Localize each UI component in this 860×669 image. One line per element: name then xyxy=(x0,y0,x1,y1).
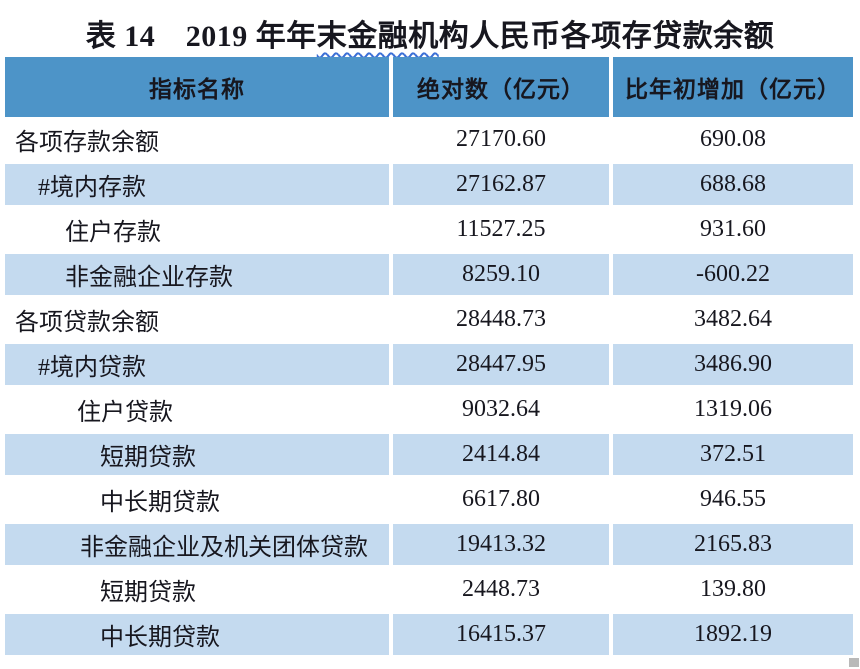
absolute-value-cell: 16415.37 xyxy=(393,614,609,655)
column-header-absolute: 绝对数（亿元） xyxy=(393,57,609,117)
indicator-name-cell: 中长期贷款 xyxy=(5,614,389,655)
indicator-name-cell: 短期贷款 xyxy=(100,580,196,606)
title-part2: 构人民币各项存贷款余额 xyxy=(438,20,775,53)
absolute-value-cell: 9032.64 xyxy=(462,396,540,422)
change-value-cell: 946.55 xyxy=(700,486,766,512)
indicator-name-cell: 非金融企业及机关团体贷款 xyxy=(5,524,389,565)
column-header-indicator: 指标名称 xyxy=(5,57,389,117)
corner-artifact xyxy=(849,658,859,667)
indicator-name-cell: #境内贷款 xyxy=(5,344,389,385)
table-row: 住户存款 11527.25 931.60 xyxy=(5,207,853,252)
absolute-value-cell: 28447.95 xyxy=(393,344,609,385)
absolute-value-cell: 19413.32 xyxy=(393,524,609,565)
change-value-cell: 1892.19 xyxy=(613,614,853,655)
absolute-value-cell: 28448.73 xyxy=(456,306,546,332)
indicator-name-cell: 住户存款 xyxy=(65,220,161,246)
indicator-name-cell: 住户贷款 xyxy=(77,400,173,426)
absolute-value-cell: 11527.25 xyxy=(456,216,546,242)
indicator-name-cell: 各项贷款余额 xyxy=(15,310,159,336)
table-row: 中长期贷款 16415.37 1892.19 xyxy=(5,612,853,657)
table-row: 住户贷款 9032.64 1319.06 xyxy=(5,387,853,432)
change-value-cell: 2165.83 xyxy=(613,524,853,565)
indicator-name-cell: 短期贷款 xyxy=(5,434,389,475)
change-value-cell: 139.80 xyxy=(700,576,766,602)
table-row: 非金融企业存款 8259.10 -600.22 xyxy=(5,252,853,297)
absolute-value-cell: 27170.60 xyxy=(456,126,546,152)
change-value-cell: 690.08 xyxy=(700,126,766,152)
table-row: 非金融企业及机关团体贷款 19413.32 2165.83 xyxy=(5,522,853,567)
table-row: 短期贷款 2448.73 139.80 xyxy=(5,567,853,612)
deposit-loan-table: 指标名称 绝对数（亿元） 比年初增加（亿元） 各项存款余额 27170.60 6… xyxy=(5,57,853,657)
change-value-cell: 931.60 xyxy=(700,216,766,242)
table-header-row: 指标名称 绝对数（亿元） 比年初增加（亿元） xyxy=(5,57,853,117)
table-row: 各项存款余额 27170.60 690.08 xyxy=(5,117,853,162)
column-header-change: 比年初增加（亿元） xyxy=(613,57,853,117)
absolute-value-cell: 6617.80 xyxy=(462,486,540,512)
indicator-name-cell: 中长期贷款 xyxy=(100,490,220,516)
table-row: 中长期贷款 6617.80 946.55 xyxy=(5,477,853,522)
table-body: 各项存款余额 27170.60 690.08 #境内存款 27162.87 68… xyxy=(5,117,853,657)
change-value-cell: 688.68 xyxy=(613,164,853,205)
indicator-name-cell: 非金融企业存款 xyxy=(5,254,389,295)
absolute-value-cell: 8259.10 xyxy=(393,254,609,295)
indicator-name-cell: 各项存款余额 xyxy=(15,130,159,156)
absolute-value-cell: 2448.73 xyxy=(462,576,540,602)
title-wavy-underline-text: 末金融机 xyxy=(316,20,439,53)
table-row: #境内存款 27162.87 688.68 xyxy=(5,162,853,207)
change-value-cell: -600.22 xyxy=(613,254,853,295)
change-value-cell: 3486.90 xyxy=(613,344,853,385)
indicator-name-cell: #境内存款 xyxy=(5,164,389,205)
absolute-value-cell: 27162.87 xyxy=(393,164,609,205)
table-title: 表 14 2019 年年末金融机构人民币各项存贷款余额 xyxy=(0,0,860,57)
table-row: #境内贷款 28447.95 3486.90 xyxy=(5,342,853,387)
title-part1: 表 14 2019 年年 xyxy=(85,20,317,53)
change-value-cell: 3482.64 xyxy=(694,306,772,332)
change-value-cell: 372.51 xyxy=(613,434,853,475)
table-row: 短期贷款 2414.84 372.51 xyxy=(5,432,853,477)
table-row: 各项贷款余额 28448.73 3482.64 xyxy=(5,297,853,342)
absolute-value-cell: 2414.84 xyxy=(393,434,609,475)
change-value-cell: 1319.06 xyxy=(694,396,772,422)
